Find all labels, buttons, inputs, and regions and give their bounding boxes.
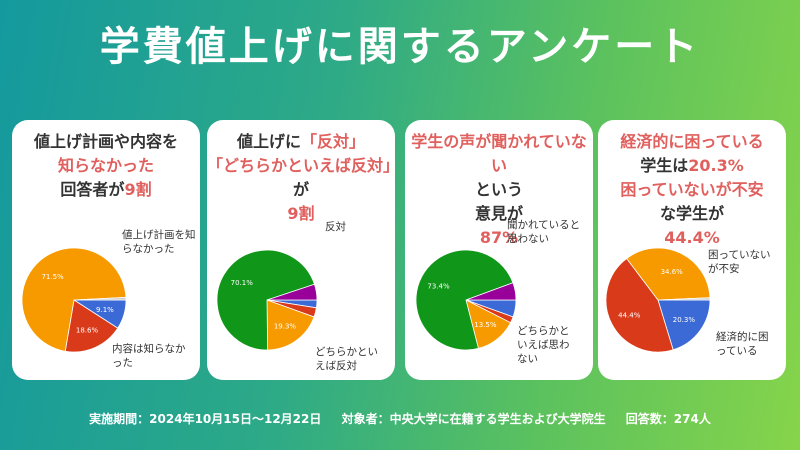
heading-segment: 値上げに <box>236 132 301 151</box>
pie-slice-label: 13.5% <box>474 321 497 329</box>
pie-slice <box>216 249 315 351</box>
pie-slice-label: 9.1% <box>96 306 114 314</box>
heading-segment: 9割 <box>124 180 152 199</box>
pie-slice <box>415 249 514 351</box>
heading-segment: な学生が <box>659 204 724 223</box>
pie-slice <box>605 257 674 353</box>
pie-slice <box>657 297 711 301</box>
pie-slice <box>465 282 517 301</box>
pie-chart: 19.3% 70.1% <box>216 249 318 351</box>
panel-heading: 値上げに「反対」「どちらかといえば反対」が 9割 <box>207 130 395 226</box>
pie-label: 内容は知らなかった <box>112 343 186 369</box>
heading-segment: 「どちらかといえば反対」 <box>207 156 395 175</box>
pie-chart: 13.5% 73.4% <box>415 249 517 351</box>
pie-slice <box>266 299 315 351</box>
panel-heading: 経済的に困っている学生は20.3% 困っていないが不安 な学生が 44.4% <box>598 130 786 250</box>
pie-label: どちらかといえば思わない <box>517 325 570 365</box>
heading-segment: 経済的に困っている <box>620 132 764 151</box>
pie-label: 経済的に困っている <box>716 331 769 357</box>
pie-slice <box>73 296 127 301</box>
heading-segment: 困っていないが不安 <box>620 180 764 199</box>
pie-chart: 20.3% 44.4% 34.6% <box>605 247 711 353</box>
heading-segment: 44.4% <box>664 228 720 247</box>
heading-segment: 87% <box>479 228 519 247</box>
heading-segment: 学生は <box>640 156 689 175</box>
heading-segment: という <box>474 180 523 199</box>
panel-heading: 値上げ計画や内容を 知らなかった 回答者が9割 <box>12 130 200 202</box>
survey-target: 対象者：中央大学に在籍する学生および大学院生 <box>341 412 606 426</box>
pie-slice-label: 44.4% <box>618 312 641 320</box>
panel-awareness: 値上げ計画や内容を 知らなかった 回答者が9割 9.1% 18.6% 71.5% 値上げ… <box>12 120 200 380</box>
pie-label: 値上げ計画を知らなかった <box>122 229 196 255</box>
heading-segment: を <box>162 132 179 151</box>
pie-label: 反対 <box>325 221 346 233</box>
heading-segment: 9割 <box>287 204 315 223</box>
page-title: 学費値上げに関するアンケート <box>99 24 701 70</box>
pie-label: 困っていないが不安 <box>708 249 771 275</box>
pie-label: 聞かれていると思わない <box>507 219 581 245</box>
survey-count: 回答数：274人 <box>625 412 711 426</box>
pie-slice-label: 73.4% <box>427 283 450 291</box>
heading-segment: 「反対」 <box>301 132 366 151</box>
heading-segment: 値上げ計画や内容 <box>33 132 162 151</box>
pie-slice-label: 20.3% <box>673 316 696 324</box>
heading-segment: 回答者が <box>60 180 125 199</box>
pie-slice <box>657 299 711 351</box>
pie-label: どちらかといえば反対 <box>315 346 378 372</box>
pie-slice <box>21 247 127 352</box>
heading-segment: が <box>292 180 309 199</box>
panel-student-voice: 学生の声が聞かれていないという意見が 87% 13.5% 73.4% 聞かれていると… <box>405 120 593 380</box>
pie-slice-label: 70.1% <box>231 279 254 287</box>
heading-segment: 意見が <box>474 204 523 223</box>
pie-slice-label: 71.5% <box>41 273 64 281</box>
pie-chart: 9.1% 18.6% 71.5% <box>21 247 127 353</box>
panel-finances: 経済的に困っている 学生は20.3% 困っていないが不安 な学生が 44.4% 20.3… <box>598 120 786 380</box>
heading-segment: 知らなかった <box>57 156 154 175</box>
pie-slice <box>626 247 711 301</box>
pie-slice-label: 18.6% <box>76 327 99 335</box>
survey-period: 実施期間：2024年10月15日～12月22日 <box>89 412 322 426</box>
heading-segment: 学生の声が聞かれていない <box>411 132 587 175</box>
survey-info: 実施期間：2024年10月15日～12月22日 対象者：中央大学に在籍する学生お… <box>0 410 800 427</box>
heading-segment: 20.3% <box>688 156 744 175</box>
pie-slice-label: 34.6% <box>661 268 684 276</box>
panel-opposition: 値上げに「反対」「どちらかといえば反対」が 9割 19.3% 70.1% 反対 どち… <box>207 120 395 380</box>
panel-heading: 学生の声が聞かれていないという意見が 87% <box>405 130 593 250</box>
pie-slice-label: 19.3% <box>274 322 297 330</box>
pie-slice <box>266 283 318 301</box>
pie-slice <box>64 299 119 353</box>
